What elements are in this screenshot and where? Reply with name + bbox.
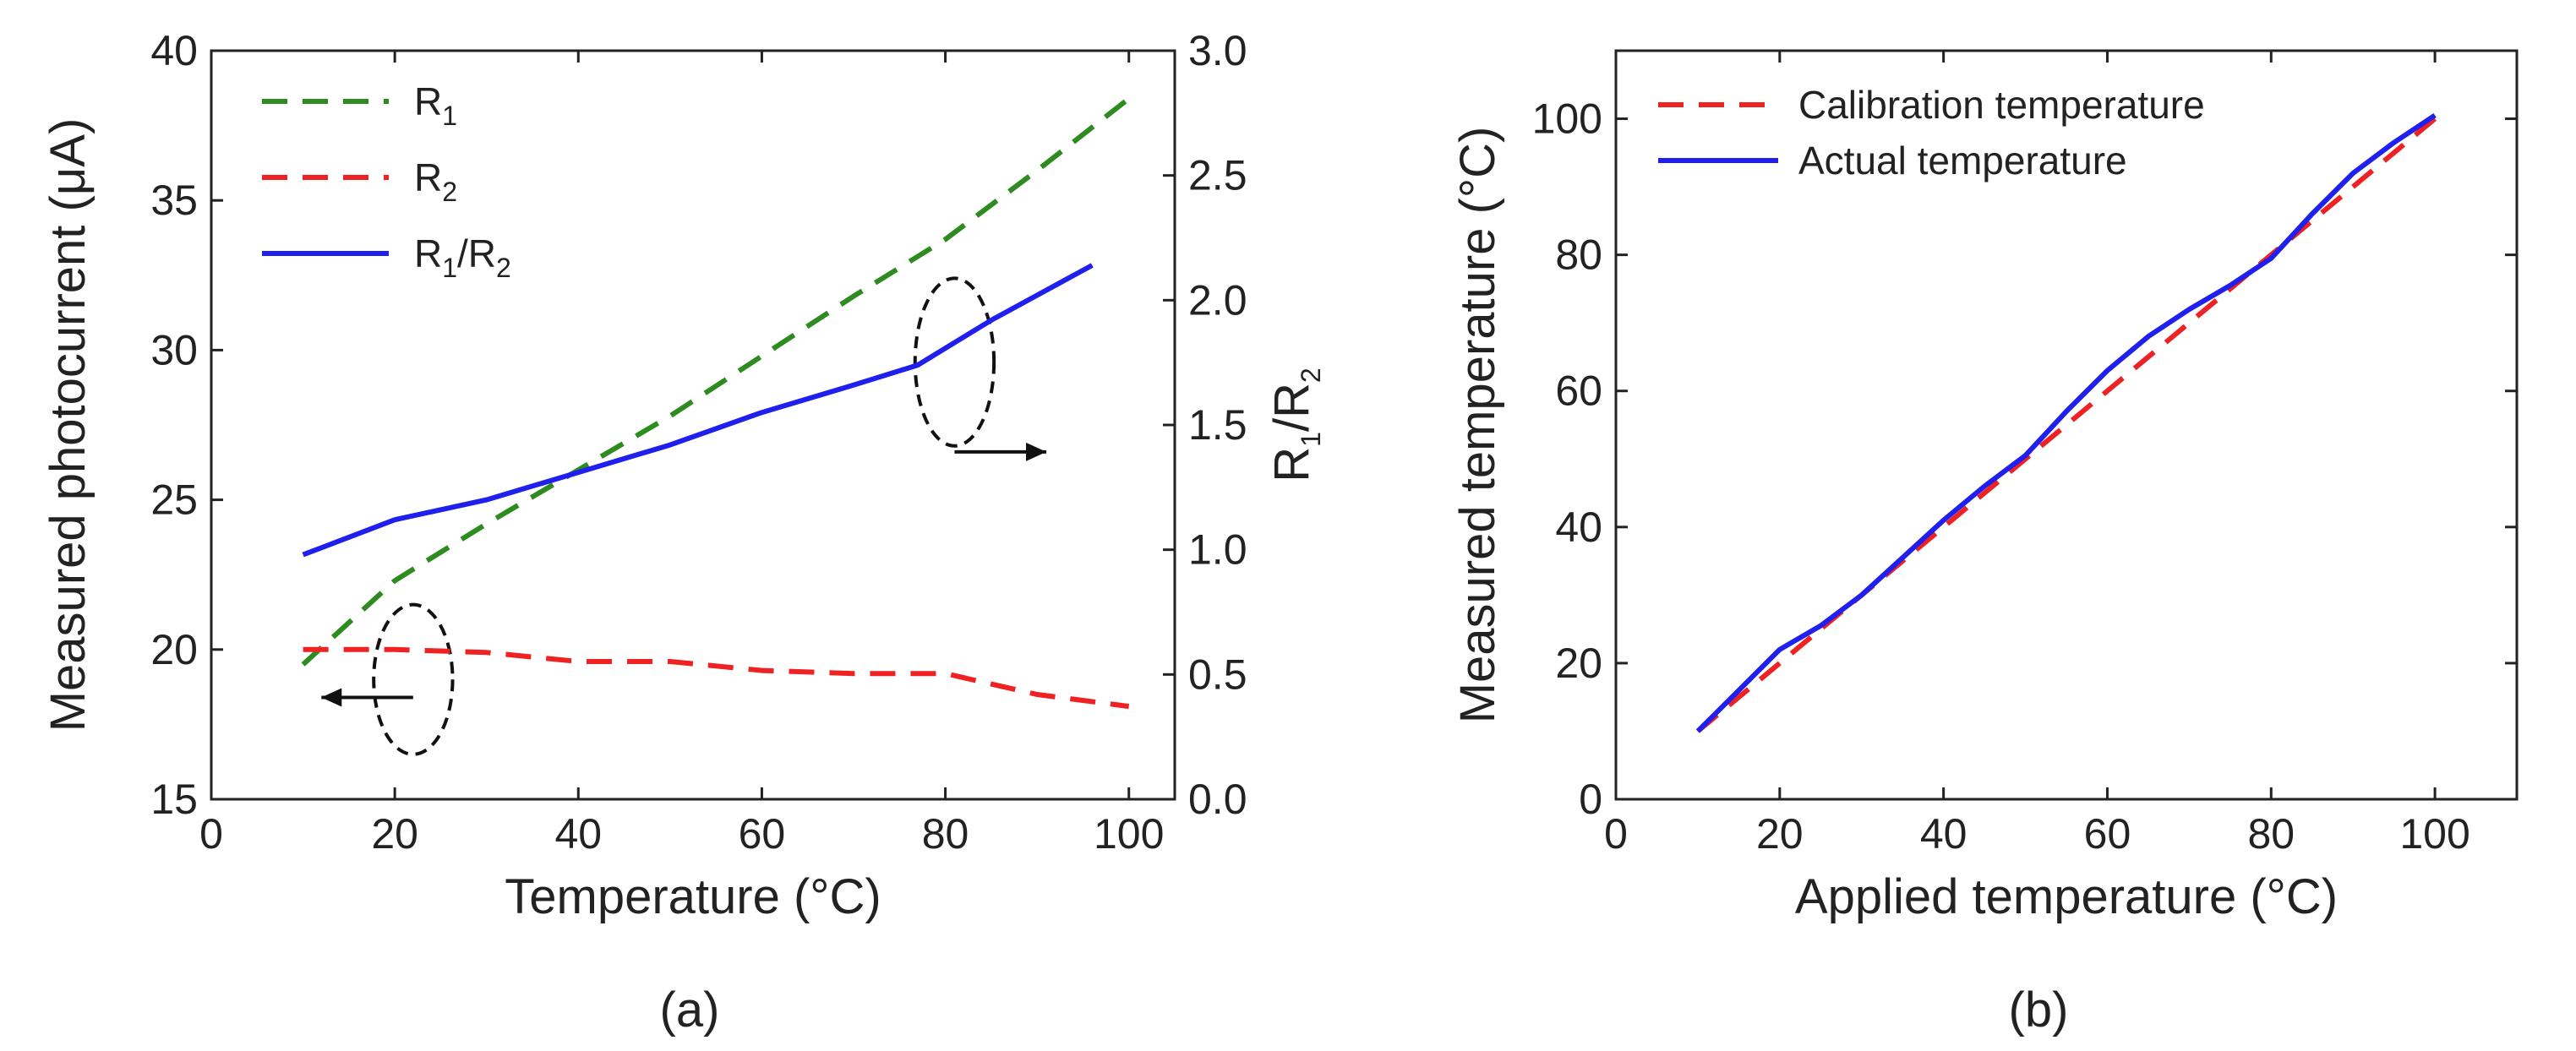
chart-a-x-axis-label: Temperature (°C) xyxy=(505,869,881,924)
chart-a-legend-label-sub: 2 xyxy=(442,177,457,207)
chart-a-y-tick-label: 15 xyxy=(150,776,198,823)
chart-a-right-y-tick-label: 2.0 xyxy=(1188,276,1247,324)
chart-a-right-y-tick-label: 0.0 xyxy=(1188,776,1247,823)
chart-b-panel-label: (b) xyxy=(2009,983,2069,1037)
chart-a-x-tick-label: 80 xyxy=(922,810,969,858)
chart-b-x-tick-label: 20 xyxy=(1756,810,1804,858)
chart-b-series-actual-line xyxy=(1695,113,2437,733)
chart-b-series xyxy=(1695,113,2437,733)
chart-b-plot-frame xyxy=(1614,49,2519,801)
chart-a-series-r1-r2-line xyxy=(302,263,1094,558)
chart-b-x-tick-label: 100 xyxy=(2399,810,2470,858)
chart-a-legend-label-main: R xyxy=(414,231,442,275)
annotation-arrow-head xyxy=(321,688,342,707)
right-label-sub2: 2 xyxy=(1296,368,1326,383)
chart-a-annotations xyxy=(321,276,1046,756)
chart-a-legend-label-main: R xyxy=(414,155,442,199)
chart-a-legend-label-sub2: 2 xyxy=(496,253,511,283)
chart-b-y-tick-label: 100 xyxy=(1532,95,1602,143)
chart-a-x-tick-label: 40 xyxy=(554,810,602,858)
chart-a-right-y-tick-label: 3.0 xyxy=(1188,27,1247,74)
chart-b: 0 20 40 60 80 100 0 20 40 60 80 100 Calibration tem… xyxy=(1450,49,2519,1037)
chart-a-x-tick-label: 100 xyxy=(1094,810,1164,858)
chart-a-panel-label: (a) xyxy=(660,983,720,1037)
chart-a: 0 20 40 60 80 100 15 20 25 30 35 40 0.0 0.5 1.0 1.5 2.0 2… xyxy=(41,27,1326,1037)
chart-a-y-tick-label: 30 xyxy=(150,326,198,373)
chart-b-x-tick-label: 40 xyxy=(1920,810,1967,858)
chart-a-x-tick-label: 0 xyxy=(199,810,223,858)
chart-b-legend-label: Actual temperature xyxy=(1798,139,2127,182)
chart-b-y-tick-label: 0 xyxy=(1579,776,1602,823)
chart-b-y-tick-label: 20 xyxy=(1555,640,1602,687)
chart-a-axes: 0 20 40 60 80 100 15 20 25 30 35 40 0.0 0.5 1.0 1.5 2.0 2… xyxy=(150,27,1247,858)
chart-b-y-tick-label: 80 xyxy=(1555,231,1602,279)
chart-b-x-tick-label: 60 xyxy=(2084,810,2131,858)
chart-b-legend-label: Calibration temperature xyxy=(1798,83,2205,127)
chart-a-right-y-tick-label: 1.0 xyxy=(1188,526,1247,574)
chart-a-legend-label: R1 xyxy=(414,79,457,131)
chart-b-y-tick-label: 40 xyxy=(1555,504,1602,551)
chart-a-series xyxy=(301,96,1131,710)
right-label-sub1: 1 xyxy=(1296,432,1326,447)
annotation-ellipse xyxy=(372,602,455,756)
right-label-r1: R xyxy=(1264,447,1319,482)
chart-b-y-tick-label: 60 xyxy=(1555,368,1602,415)
chart-a-series-r2-line xyxy=(303,646,1130,710)
chart-a-legend-label-slash: /R xyxy=(457,231,496,275)
chart-a-legend-label: R1/R2 xyxy=(414,231,511,283)
chart-a-right-y-axis-label: R1/R2 xyxy=(1264,368,1326,482)
chart-a-legend-label: R2 xyxy=(414,155,457,207)
annotation-ellipse xyxy=(913,276,996,448)
chart-a-y-tick-label: 20 xyxy=(150,626,198,673)
chart-a-y-tick-label: 40 xyxy=(150,27,198,74)
chart-a-series-r1-line xyxy=(301,96,1131,667)
chart-b-x-axis-label: Applied temperature (°C) xyxy=(1795,869,2338,924)
chart-b-legend: Calibration temperature Actual temperatur… xyxy=(1658,83,2205,182)
chart-a-legend-label-sub: 1 xyxy=(442,253,457,283)
chart-b-x-tick-label: 0 xyxy=(1604,810,1628,858)
chart-b-axes: 0 20 40 60 80 100 0 20 40 60 80 100 xyxy=(1532,49,2519,858)
chart-a-y-tick-label: 25 xyxy=(150,476,198,524)
chart-a-legend-label-main: R xyxy=(414,79,442,123)
chart-a-right-y-tick-label: 2.5 xyxy=(1188,152,1247,199)
chart-a-right-y-tick-label: 0.5 xyxy=(1188,651,1247,698)
chart-b-x-tick-label: 80 xyxy=(2247,810,2295,858)
chart-a-x-tick-label: 20 xyxy=(371,810,418,858)
chart-a-y-tick-label: 35 xyxy=(150,177,198,224)
chart-a-x-tick-label: 60 xyxy=(739,810,786,858)
right-label-slash: /R xyxy=(1264,383,1319,432)
chart-a-right-y-tick-label: 1.5 xyxy=(1188,401,1247,449)
chart-b-y-axis-label: Measured temperature (°C) xyxy=(1450,127,1505,724)
chart-a-legend-label-sub: 1 xyxy=(442,101,457,131)
annotation-arrow-head xyxy=(1026,442,1046,461)
chart-a-y-axis-label: Measured photocurrent (μA) xyxy=(41,118,96,732)
